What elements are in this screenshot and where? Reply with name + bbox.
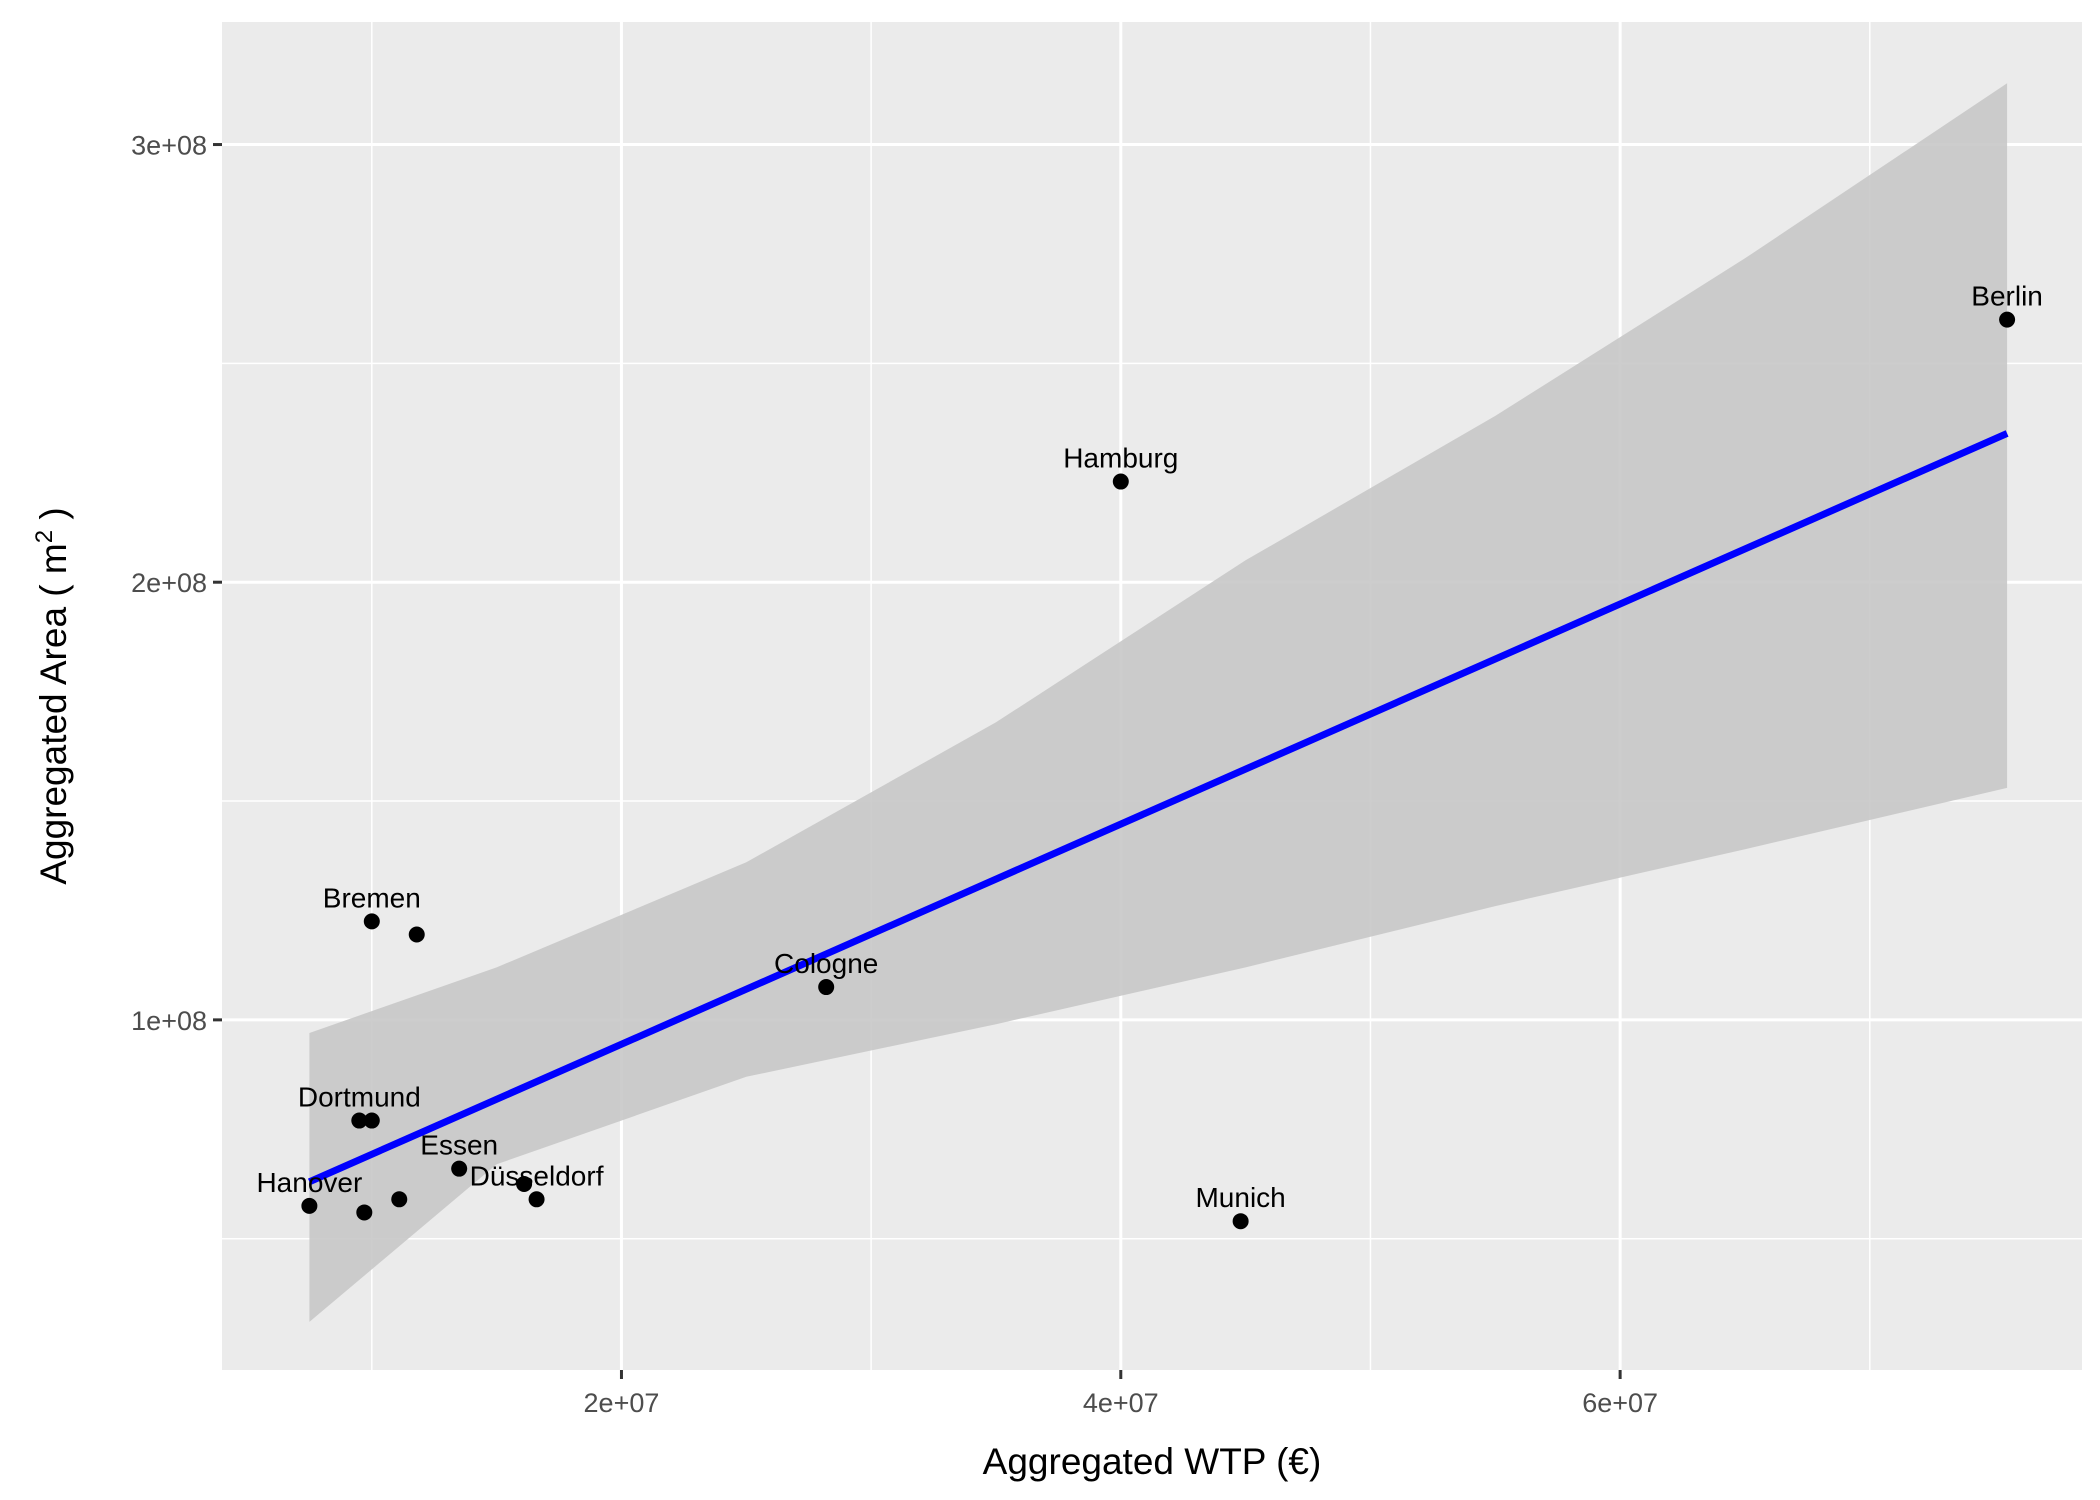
x-axis-title: Aggregated WTP (€) — [983, 1441, 1322, 1482]
y-axis-ticks: 1e+08 2e+08 3e+08 — [131, 131, 222, 1036]
y-tick-label: 1e+08 — [131, 1006, 207, 1036]
point-label: Bremen — [323, 882, 421, 913]
x-tick-label: 4e+07 — [1083, 1388, 1159, 1418]
point-label: Berlin — [1971, 281, 2043, 312]
data-point — [391, 1191, 408, 1208]
data-point — [451, 1160, 468, 1177]
data-point — [363, 913, 380, 930]
y-axis-title-suffix: ) — [33, 507, 74, 530]
point-label: Munich — [1195, 1182, 1285, 1213]
data-point — [528, 1191, 545, 1208]
y-axis-title-main: Aggregated Area ( m — [33, 543, 74, 884]
data-point — [363, 1112, 380, 1129]
confidence-band — [309, 83, 2008, 1322]
data-point — [818, 979, 835, 996]
x-tick-label: 6e+07 — [1582, 1388, 1658, 1418]
y-tick-label: 3e+08 — [131, 131, 207, 161]
data-point — [356, 1204, 373, 1221]
point-labels: Berlin Hamburg Munich Cologne Bremen Dortmund… — [256, 281, 2042, 1214]
point-label: Cologne — [774, 948, 878, 979]
x-tick-label: 2e+07 — [584, 1388, 660, 1418]
regression-line — [307, 430, 2009, 1186]
data-point — [516, 1175, 533, 1192]
data-point — [1999, 311, 2016, 328]
data-point — [1112, 473, 1129, 490]
x-axis-ticks: 2e+07 4e+07 6e+07 — [584, 1370, 1658, 1418]
point-label: Dortmund — [298, 1082, 421, 1113]
data-point — [1232, 1213, 1249, 1230]
point-label: Düsseldorf — [470, 1160, 604, 1191]
y-tick-label: 2e+08 — [131, 568, 207, 598]
y-axis-title-superscript: 2 — [31, 530, 58, 543]
data-point — [408, 926, 425, 943]
point-label: Hamburg — [1063, 443, 1178, 474]
y-axis-title: Aggregated Area ( m2 ) — [31, 507, 74, 884]
point-label: Hanover — [256, 1167, 362, 1198]
data-point — [351, 1112, 368, 1129]
data-point — [301, 1197, 318, 1214]
point-label: Essen — [420, 1130, 498, 1161]
data-points — [301, 311, 2016, 1230]
